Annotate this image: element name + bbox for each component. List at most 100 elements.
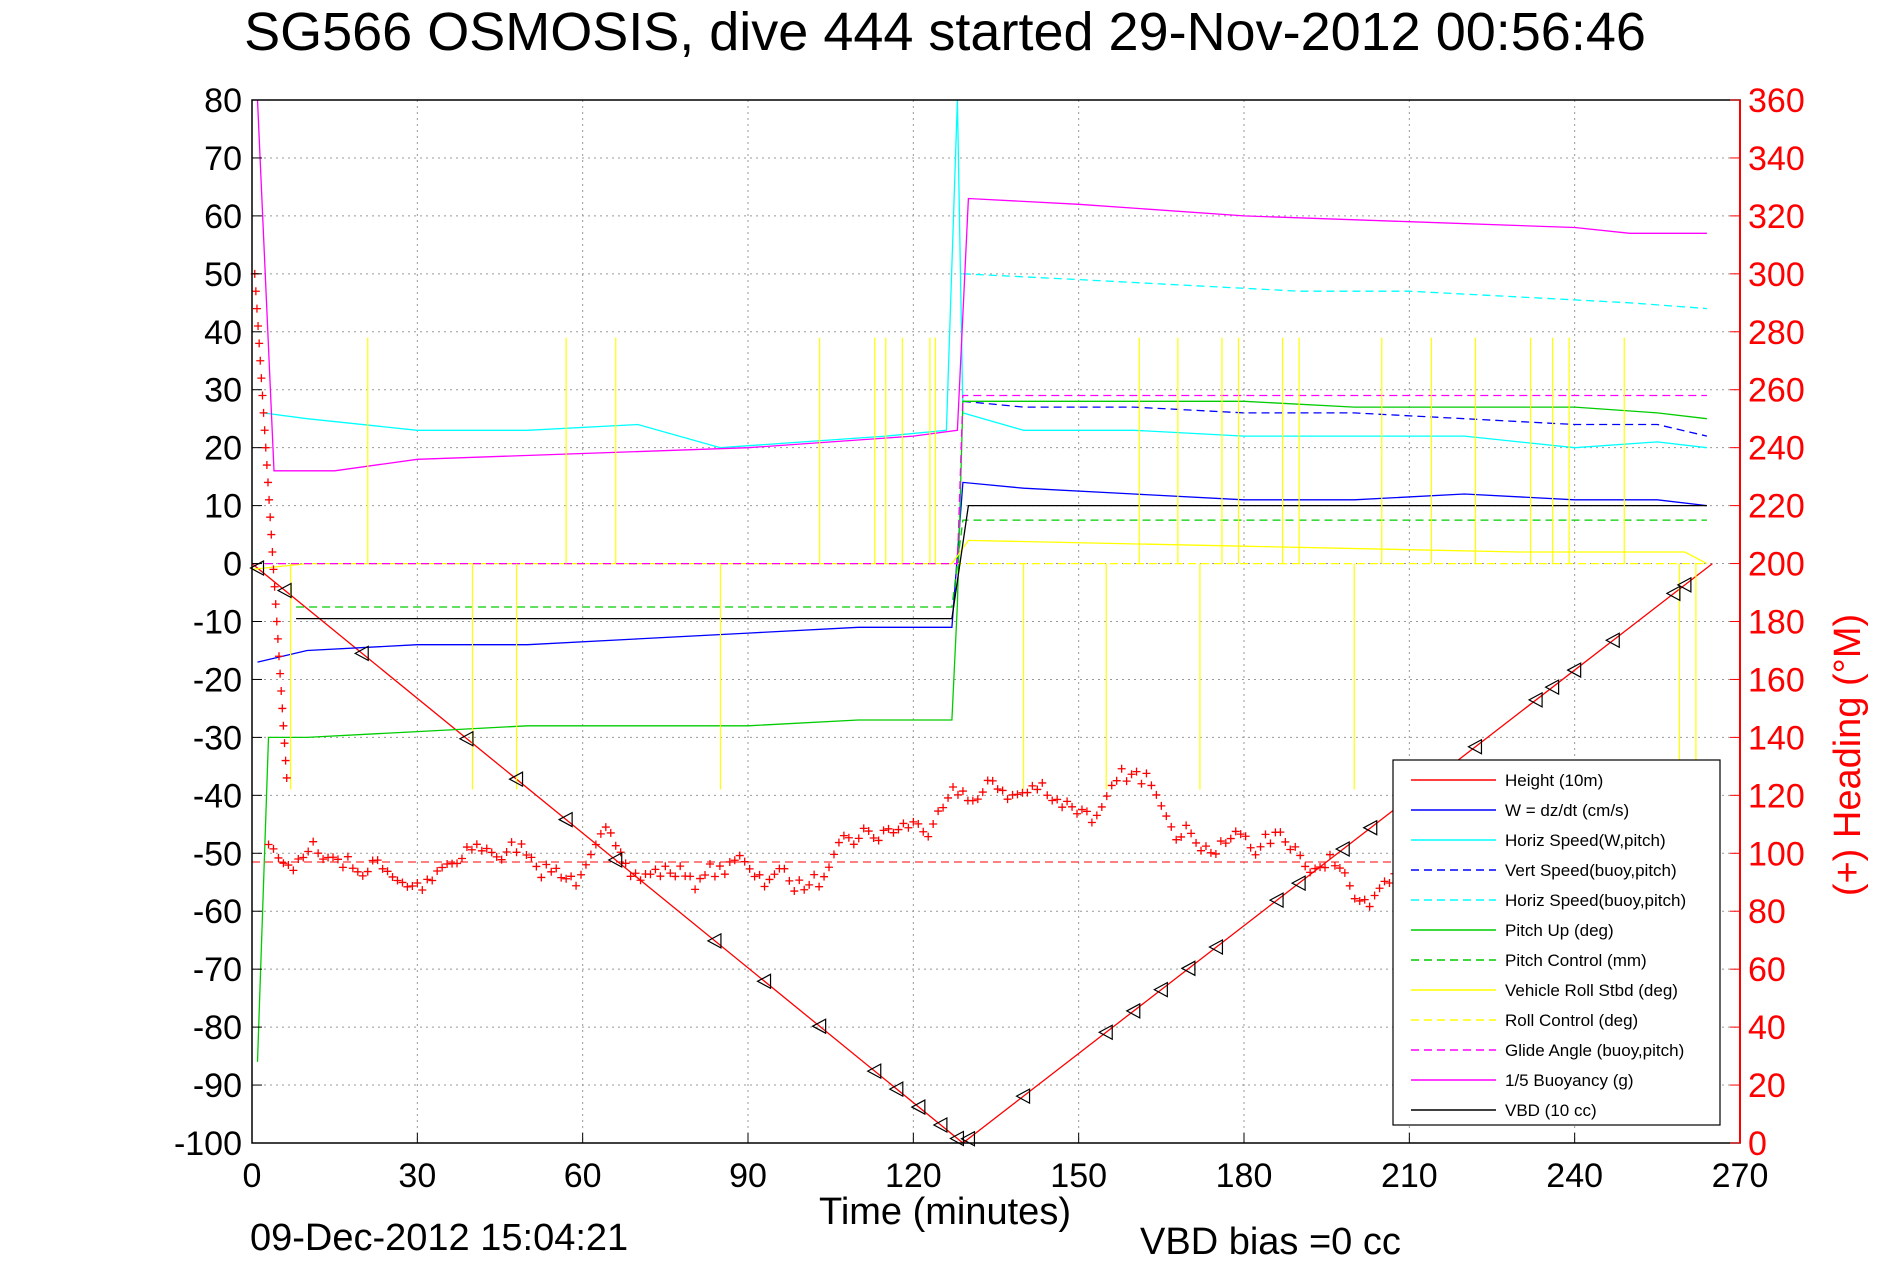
heading-point <box>626 872 635 881</box>
height-marker <box>508 771 524 788</box>
height-markers <box>249 560 1692 1147</box>
heading-point <box>477 846 486 855</box>
heading-point <box>413 879 422 888</box>
heading-point <box>909 817 918 826</box>
heading-point <box>631 869 640 878</box>
heading-point <box>621 859 630 868</box>
height-marker <box>458 730 474 747</box>
height-marker <box>1097 1024 1113 1041</box>
y2-tick-label: 100 <box>1748 835 1805 873</box>
heading-point <box>1380 877 1389 886</box>
heading-point <box>373 856 382 865</box>
y2-tick-label: 240 <box>1748 430 1805 468</box>
heading-point <box>363 867 372 876</box>
height-marker <box>1015 1088 1031 1105</box>
heading-point <box>705 859 714 868</box>
heading-point <box>1296 851 1305 860</box>
heading-point <box>1330 861 1339 870</box>
height-marker <box>353 645 369 662</box>
heading-point <box>844 833 853 842</box>
heading-point <box>1182 821 1191 830</box>
heading-point <box>730 856 739 865</box>
legend: Height (10m) W = dz/dt (cm/s) Horiz Speed(… <box>1392 759 1721 1126</box>
heading-point <box>993 785 1002 794</box>
heading-point <box>438 863 447 872</box>
heading-point <box>899 819 908 828</box>
heading-point <box>636 876 645 885</box>
heading-point <box>616 848 625 857</box>
legend-label-2: Horiz Speed(W,pitch) <box>1505 831 1666 850</box>
heading-point <box>1197 846 1206 855</box>
heading-point <box>1360 895 1369 904</box>
heading-point <box>1117 764 1126 773</box>
heading-point <box>272 617 281 626</box>
x-tick-label: 60 <box>564 1157 602 1195</box>
height-marker <box>1208 939 1224 956</box>
heading-point <box>795 876 804 885</box>
heading-point <box>1122 777 1131 786</box>
heading-point <box>265 495 274 504</box>
heading-point <box>532 862 541 871</box>
heading-point <box>1087 818 1096 827</box>
heading-point <box>467 845 476 854</box>
heading-point <box>1306 868 1315 877</box>
heading-point <box>562 874 571 883</box>
heading-point <box>1216 837 1225 846</box>
x-tick-label: 120 <box>885 1157 942 1195</box>
heading-point <box>1053 795 1062 804</box>
y2-tick-label: 20 <box>1748 1067 1786 1105</box>
heading-point <box>492 852 501 861</box>
y-tick-label: -90 <box>193 1067 242 1105</box>
height-marker <box>276 582 292 599</box>
heading-point <box>289 866 298 875</box>
heading-point <box>338 863 347 872</box>
y2-tick-label: 80 <box>1748 893 1786 931</box>
height-marker <box>1665 585 1681 602</box>
heading-point <box>507 838 516 847</box>
heading-point <box>527 853 536 862</box>
heading-point <box>998 786 1007 795</box>
height-marker <box>557 811 573 828</box>
heading-point <box>1266 839 1275 848</box>
x-tick-label: 30 <box>398 1157 436 1195</box>
heading-point <box>1167 822 1176 831</box>
series-line-9 <box>252 394 1707 565</box>
heading-point <box>978 788 987 797</box>
heading-point <box>1077 805 1086 814</box>
heading-point <box>1206 848 1215 857</box>
heading-point <box>1157 801 1166 810</box>
heading-point <box>601 823 610 832</box>
heading-point <box>666 869 675 878</box>
series-line-5 <box>256 400 1707 1062</box>
heading-point <box>522 850 531 859</box>
legend-label-5: Pitch Up (deg) <box>1505 921 1614 940</box>
y-axis-ticks: 80 70 60 50 40 30 20 10 0 -10 -20 -30 -40 -50 -60 -70 -8… <box>174 82 262 1163</box>
heading-point <box>889 828 898 837</box>
heading-point <box>800 885 809 894</box>
heading-point <box>1291 842 1300 851</box>
heading-point <box>939 803 948 812</box>
heading-point <box>1370 891 1379 900</box>
heading-point <box>1033 785 1042 794</box>
heading-point <box>859 824 868 833</box>
heading-point <box>433 867 442 876</box>
height-marker <box>949 1130 965 1147</box>
heading-point <box>408 881 417 890</box>
height-marker <box>607 852 623 869</box>
y-tick-label: -70 <box>193 951 242 989</box>
heading-point <box>1325 850 1334 859</box>
heading-point <box>611 841 620 850</box>
heading-point <box>1350 894 1359 903</box>
heading-point <box>1201 842 1210 851</box>
heading-point <box>735 851 744 860</box>
heading-point <box>1311 864 1320 873</box>
heading-point <box>710 872 719 881</box>
heading-point <box>894 825 903 834</box>
heading-point <box>572 881 581 890</box>
heading-point <box>1023 788 1032 797</box>
heading-point <box>1142 769 1151 778</box>
legend-label-4: Horiz Speed(buoy,pitch) <box>1505 891 1686 910</box>
heading-point <box>1276 828 1285 837</box>
heading-point <box>656 872 665 881</box>
